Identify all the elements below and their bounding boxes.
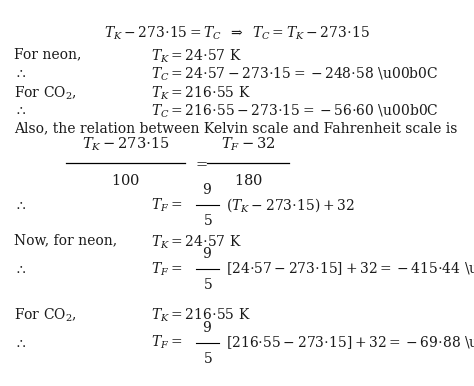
- Text: $T_F = $: $T_F = $: [151, 334, 182, 351]
- Text: $=$: $=$: [193, 156, 208, 170]
- Text: $T_K - 273{\cdot}15 = T_C \;\; \Rightarrow \;\; T_C = T_K - 273{\cdot}15$: $T_K - 273{\cdot}15 = T_C \;\; \Rightarr…: [104, 24, 370, 42]
- Text: $5$: $5$: [202, 213, 212, 228]
- Text: $5$: $5$: [202, 277, 212, 292]
- Text: $9$: $9$: [202, 320, 212, 335]
- Text: $100$: $100$: [111, 173, 140, 188]
- Text: For CO$_2$,: For CO$_2$,: [14, 85, 77, 102]
- Text: $T_C = 216{\cdot}55 - 273{\cdot}15 = -56{\cdot}60$ \u00b0C: $T_C = 216{\cdot}55 - 273{\cdot}15 = -56…: [151, 103, 438, 120]
- Text: $T_F = $: $T_F = $: [151, 196, 182, 213]
- Text: $[216{\cdot}55 - 273{\cdot}15] + 32 = -69{\cdot}88$ \u00b0F: $[216{\cdot}55 - 273{\cdot}15] + 32 = -6…: [226, 334, 474, 351]
- Text: $9$: $9$: [202, 182, 212, 197]
- Text: $180$: $180$: [234, 173, 263, 188]
- Text: $T_K = 216{\cdot}55$ K: $T_K = 216{\cdot}55$ K: [151, 307, 250, 324]
- Text: $\therefore$: $\therefore$: [14, 262, 27, 276]
- Text: $\therefore$: $\therefore$: [14, 103, 27, 117]
- Text: $T_K = 24{\cdot}57$ K: $T_K = 24{\cdot}57$ K: [151, 47, 241, 65]
- Text: Now, for neon,: Now, for neon,: [14, 234, 117, 248]
- Text: For neon,: For neon,: [14, 47, 82, 61]
- Text: $T_K = 24{\cdot}57$ K: $T_K = 24{\cdot}57$ K: [151, 234, 241, 251]
- Text: $(T_K - 273{\cdot}15) + 32$: $(T_K - 273{\cdot}15) + 32$: [226, 196, 354, 214]
- Text: $\therefore$: $\therefore$: [14, 336, 27, 350]
- Text: $T_K = 216{\cdot}55$ K: $T_K = 216{\cdot}55$ K: [151, 85, 250, 102]
- Text: $\therefore$: $\therefore$: [14, 198, 27, 212]
- Text: $T_C = 24{\cdot}57 - 273{\cdot}15 = -248{\cdot}58$ \u00b0C: $T_C = 24{\cdot}57 - 273{\cdot}15 = -248…: [151, 66, 438, 83]
- Text: $\therefore$: $\therefore$: [14, 66, 27, 80]
- Text: For CO$_2$,: For CO$_2$,: [14, 307, 77, 324]
- Text: $T_F = $: $T_F = $: [151, 260, 182, 278]
- Text: $T_F - 32$: $T_F - 32$: [221, 135, 275, 152]
- Text: $5$: $5$: [202, 351, 212, 366]
- Text: $9$: $9$: [202, 246, 212, 261]
- Text: $T_K - 273{\cdot}15$: $T_K - 273{\cdot}15$: [82, 135, 170, 152]
- Text: $[24{\cdot}57 - 273{\cdot}15] + 32 = -415{\cdot}44$ \u00b0F: $[24{\cdot}57 - 273{\cdot}15] + 32 = -41…: [226, 261, 474, 277]
- Text: Also, the relation between Kelvin scale and Fahrenheit scale is: Also, the relation between Kelvin scale …: [14, 122, 457, 135]
